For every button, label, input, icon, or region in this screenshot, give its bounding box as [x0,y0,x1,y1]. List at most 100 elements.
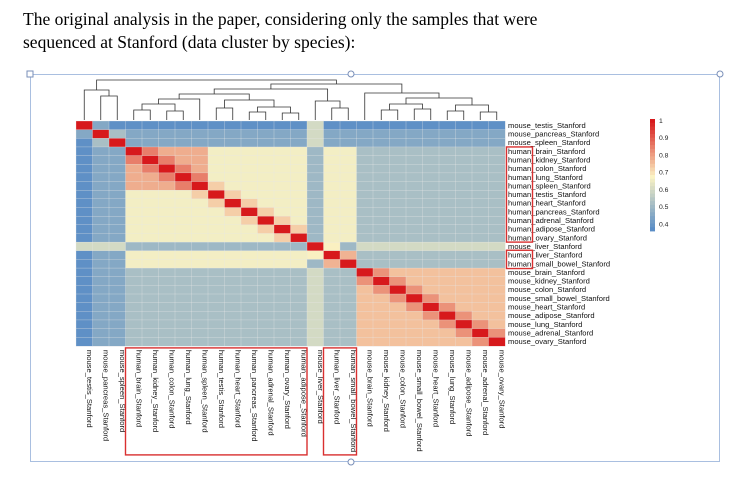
row-label: mouse_small_bowel_Stanford [508,294,610,303]
heatmap-cell [191,138,209,148]
heatmap-cell [455,319,473,330]
heatmap-cell [389,285,407,295]
heatmap-cell [405,302,423,312]
heatmap-cell [75,155,93,165]
heatmap-cell [290,337,308,347]
heatmap-cell [471,129,489,139]
frame-handle-top[interactable] [347,70,355,78]
dendrogram-link [364,92,440,120]
heatmap-cell [257,215,275,226]
heatmap-cell [108,198,126,208]
heatmap-cell [290,155,308,165]
heatmap-cell [389,120,407,131]
heatmap-cell [405,190,423,200]
heatmap-cell [75,293,93,304]
heatmap-cell [92,241,110,252]
heatmap-cell [224,215,242,226]
heatmap-cell [438,250,456,260]
heatmap-cell [158,146,176,157]
heatmap-cell [174,267,192,278]
row-label: human_ovary_Stanford [508,233,587,242]
heatmap-cell [405,285,423,295]
caption-line-1: The original analysis in the paper, cons… [23,9,538,29]
heatmap-cell [405,172,423,182]
heatmap-cell [92,302,110,312]
heatmap-cell [174,311,192,321]
heatmap-cell [174,120,192,131]
column-label: mouse_pancreas_Stanford [101,350,110,441]
heatmap-cell [372,267,390,278]
heatmap-cell [75,120,93,131]
heatmap-cell [108,328,126,338]
heatmap-cell [306,319,324,330]
heatmap-cell [207,259,225,269]
heatmap-cell [372,302,390,312]
heatmap-cell [141,311,159,321]
heatmap-cell [273,215,291,226]
heatmap-cell [207,302,225,312]
heatmap-cell [108,276,126,286]
heatmap-cell [224,259,242,269]
heatmap-cell [339,198,357,208]
heatmap-cell [306,302,324,312]
heatmap-cell [141,129,159,139]
color-key-step [650,156,655,161]
color-key-step [650,197,655,202]
color-key-step [650,182,655,187]
heatmap-cell [125,337,143,347]
frame-handle-tr[interactable] [716,70,724,78]
heatmap-cell [455,276,473,286]
heatmap-cell [125,259,143,269]
heatmap-cell [455,328,473,338]
color-key-tick: 0.4 [659,221,669,228]
heatmap-cell [240,181,258,191]
color-key-step [650,201,655,206]
heatmap-cell [372,233,390,243]
heatmap-cell [323,215,341,226]
heatmap-cell [488,164,506,174]
heatmap-cell [356,138,374,148]
column-label: human_small_bowel_Stanford [349,350,358,452]
heatmap-cell [323,224,341,234]
frame-handle-bottom[interactable] [347,458,355,466]
heatmap-cell [306,164,324,174]
dendrogram-link [96,79,337,90]
heatmap-cell [323,328,341,338]
heatmap-cell [257,302,275,312]
row-label: mouse_kidney_Stanford [508,277,590,286]
heatmap-cell [438,190,456,200]
heatmap-cell [125,198,143,208]
heatmap-cell [92,215,110,226]
dendrogram-link [479,111,498,120]
dendrogram-link [446,110,465,120]
heatmap-cell [174,285,192,295]
heatmap-cell [158,233,176,243]
heatmap-cell [438,155,456,165]
color-key-step [650,227,655,232]
heatmap-cell [92,146,110,157]
heatmap-cell [257,190,275,200]
heatmap-cell [75,285,93,295]
heatmap-cell [455,241,473,252]
dendrogram-link [281,112,300,120]
heatmap-cell [141,250,159,260]
heatmap-cell [438,276,456,286]
heatmap-cell [207,120,225,131]
heatmap-cell [75,250,93,260]
heatmap-cell [207,215,225,226]
heatmap-cell [389,259,407,269]
heatmap-cell [125,285,143,295]
heatmap-cell [323,172,341,182]
heatmap-cell [471,259,489,269]
heatmap-cell [290,328,308,338]
heatmap-cell [92,155,110,165]
heatmap-cell [191,250,209,260]
heatmap-cell [471,190,489,200]
heatmap-cell [191,302,209,312]
heatmap-cell [224,285,242,295]
row-label: human_pancreas_Stanford [508,207,600,216]
frame-handle-tl[interactable] [26,70,34,78]
heatmap-cell [92,337,110,347]
color-key-tick: 0.5 [659,204,669,211]
